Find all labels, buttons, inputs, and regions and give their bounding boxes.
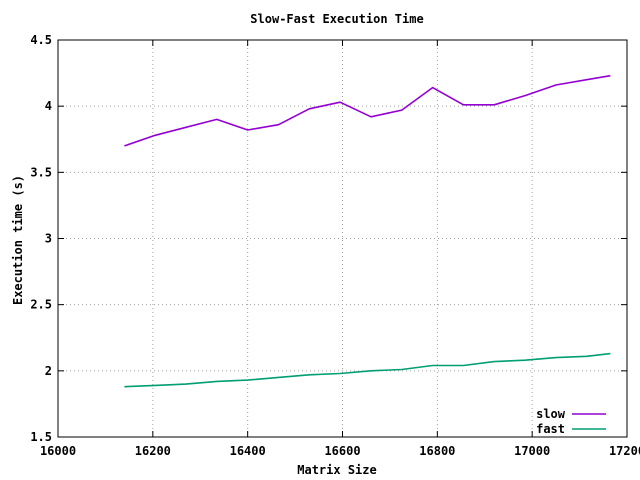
x-tick-label: 16200 [135,444,171,458]
y-tick-label: 3 [45,232,52,246]
x-axis-label: Matrix Size [297,463,376,477]
y-tick-label: 1.5 [30,430,52,444]
series-line-slow [124,74,611,147]
x-tick-label: 17200 [609,444,640,458]
x-tick-labels: 16000 16200 16400 16600 16800 17000 17200 [40,444,640,458]
tick-marks [57,39,628,438]
y-tick-label: 3.5 [30,165,52,179]
y-tick-label: 4 [45,99,52,113]
y-tick-label: 2 [45,364,52,378]
chart-title: Slow-Fast Execution Time [250,12,423,26]
y-tick-label: 2.5 [30,298,52,312]
x-tick-label: 16800 [419,444,455,458]
x-tick-label: 16000 [40,444,76,458]
y-axis-label: Execution time (s) [11,175,25,305]
series-lines [124,74,611,388]
x-tick-label: 16600 [324,444,360,458]
x-tick-label: 16400 [230,444,266,458]
grid-lines [58,40,627,437]
x-tick-label: 17000 [514,444,550,458]
legend-label-slow: slow [536,407,566,421]
series-line-fast [124,352,611,388]
y-tick-labels: 1.5 2 2.5 3 3.5 4 4.5 [30,33,52,444]
legend-label-fast: fast [536,422,565,436]
y-tick-label: 4.5 [30,33,52,47]
